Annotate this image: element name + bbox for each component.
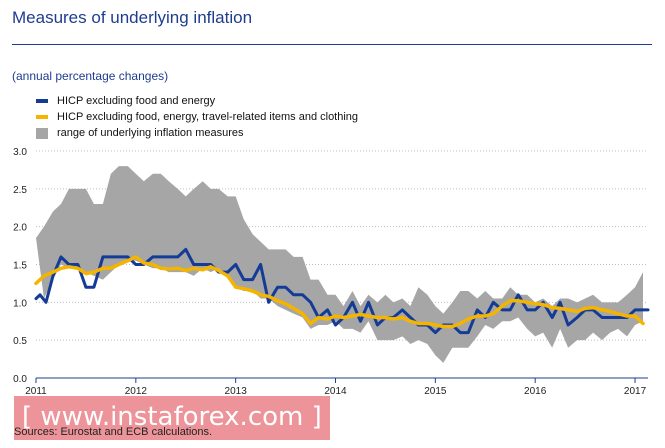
y-tick-label: 3.0 [13,147,27,158]
chart-subtitle: (annual percentage changes) [12,69,169,83]
chart-legend: HICP excluding food and energy HICP excl… [36,93,358,141]
x-tick-label: 2016 [524,386,547,397]
legend-item-core-hicp: HICP excluding food and energy [36,93,358,109]
source-note: Sources: Eurostat and ECB calculations. [14,426,213,438]
x-tick-label: 2017 [624,386,647,397]
y-tick-label: 2.5 [13,185,27,196]
title-divider [12,44,652,45]
y-tick-label: 1.0 [13,298,27,309]
x-tick-label: 2011 [25,386,47,397]
legend-swatch-supercore-hicp [36,115,48,119]
watermark-banner: [ www.instaforex.com ] [14,396,330,440]
y-tick-label: 1.5 [13,261,27,272]
y-tick-label: 2.0 [13,223,27,234]
x-tick-label: 2012 [125,386,148,397]
series-line-supercore-hicp [34,255,645,329]
legend-item-range: range of underlying inflation measures [36,125,358,141]
x-tick-label: 2014 [324,386,347,397]
legend-label-core-hicp: HICP excluding food and energy [57,95,216,107]
x-tick-label: 2015 [424,386,447,397]
legend-item-supercore-hicp: HICP excluding food, energy, travel-rela… [36,109,358,125]
chart-title: Measures of underlying inflation [12,8,253,27]
y-tick-label: 0.0 [13,374,27,385]
legend-swatch-range [36,127,48,139]
x-tick-label: 2013 [225,386,248,397]
legend-swatch-core-hicp [36,99,48,103]
legend-label-supercore-hicp: HICP excluding food, energy, travel-rela… [57,111,359,123]
y-tick-label: 0.5 [13,336,27,347]
legend-label-range: range of underlying inflation measures [57,127,244,139]
watermark-text: [ www.instaforex.com ] [22,402,322,432]
